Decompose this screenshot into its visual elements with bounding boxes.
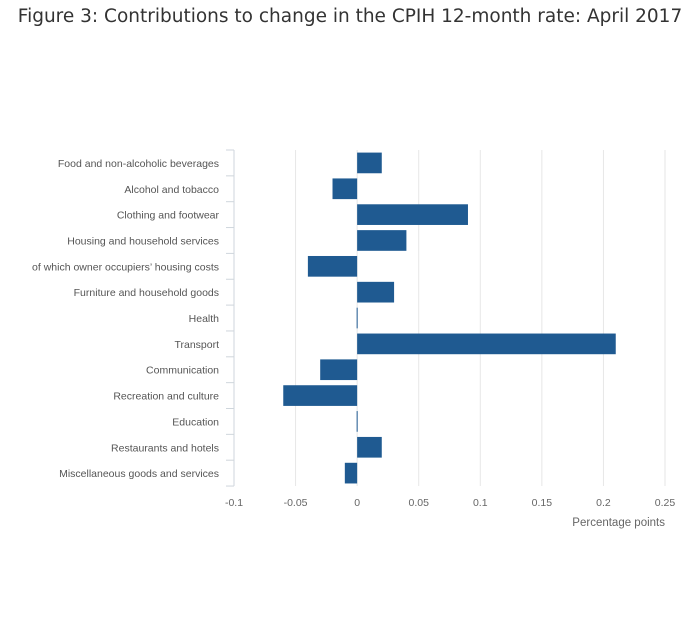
y-axis [226, 149, 235, 487]
x-tick-label: -0.05 [284, 497, 308, 509]
bar[interactable] [356, 307, 358, 329]
category-label: Education [172, 416, 219, 428]
bar[interactable] [283, 385, 358, 406]
x-tick-labels: -0.1 -0.05 0 0.05 0.1 0.15 0.2 0.25 [225, 497, 675, 509]
bar[interactable] [357, 204, 468, 225]
bar[interactable] [332, 178, 358, 200]
category-labels: Food and non-alcoholic beverages Alcohol … [32, 158, 219, 480]
bar[interactable] [357, 152, 382, 174]
bars [283, 152, 616, 484]
bar[interactable] [357, 281, 395, 303]
chart-title: Figure 3: Contributions to change in the… [17, 6, 683, 27]
category-label: Recreation and culture [113, 391, 219, 403]
x-tick-label: 0.15 [532, 497, 553, 509]
bar[interactable] [357, 333, 616, 355]
category-label: Clothing and footwear [117, 210, 220, 222]
gridlines [295, 150, 666, 487]
category-label: Miscellaneous goods and services [59, 468, 219, 480]
category-label: Restaurants and hotels [111, 442, 219, 454]
category-label: Transport [174, 339, 219, 351]
x-tick-label: 0.05 [408, 497, 429, 509]
x-axis-title: Percentage points [572, 517, 665, 529]
category-label: Health [189, 313, 220, 325]
category-label: Furniture and household goods [74, 287, 219, 299]
bar[interactable] [357, 230, 407, 251]
category-label: Alcohol and tobacco [124, 184, 219, 196]
x-tick-label: 0 [354, 497, 360, 509]
category-label: of which owner occupiers’ housing costs [32, 261, 219, 273]
bar[interactable] [344, 462, 358, 484]
x-tick-label: -0.1 [225, 497, 243, 509]
bar[interactable] [357, 436, 382, 458]
x-tick-label: 0.25 [655, 497, 676, 509]
bar[interactable] [320, 359, 358, 381]
bar[interactable] [307, 255, 358, 277]
category-label: Food and non-alcoholic beverages [58, 158, 219, 170]
category-label: Communication [146, 365, 219, 377]
x-tick-label: 0.1 [473, 497, 488, 509]
x-tick-label: 0.2 [596, 497, 611, 509]
bar[interactable] [356, 411, 358, 432]
category-label: Housing and household services [67, 235, 219, 247]
